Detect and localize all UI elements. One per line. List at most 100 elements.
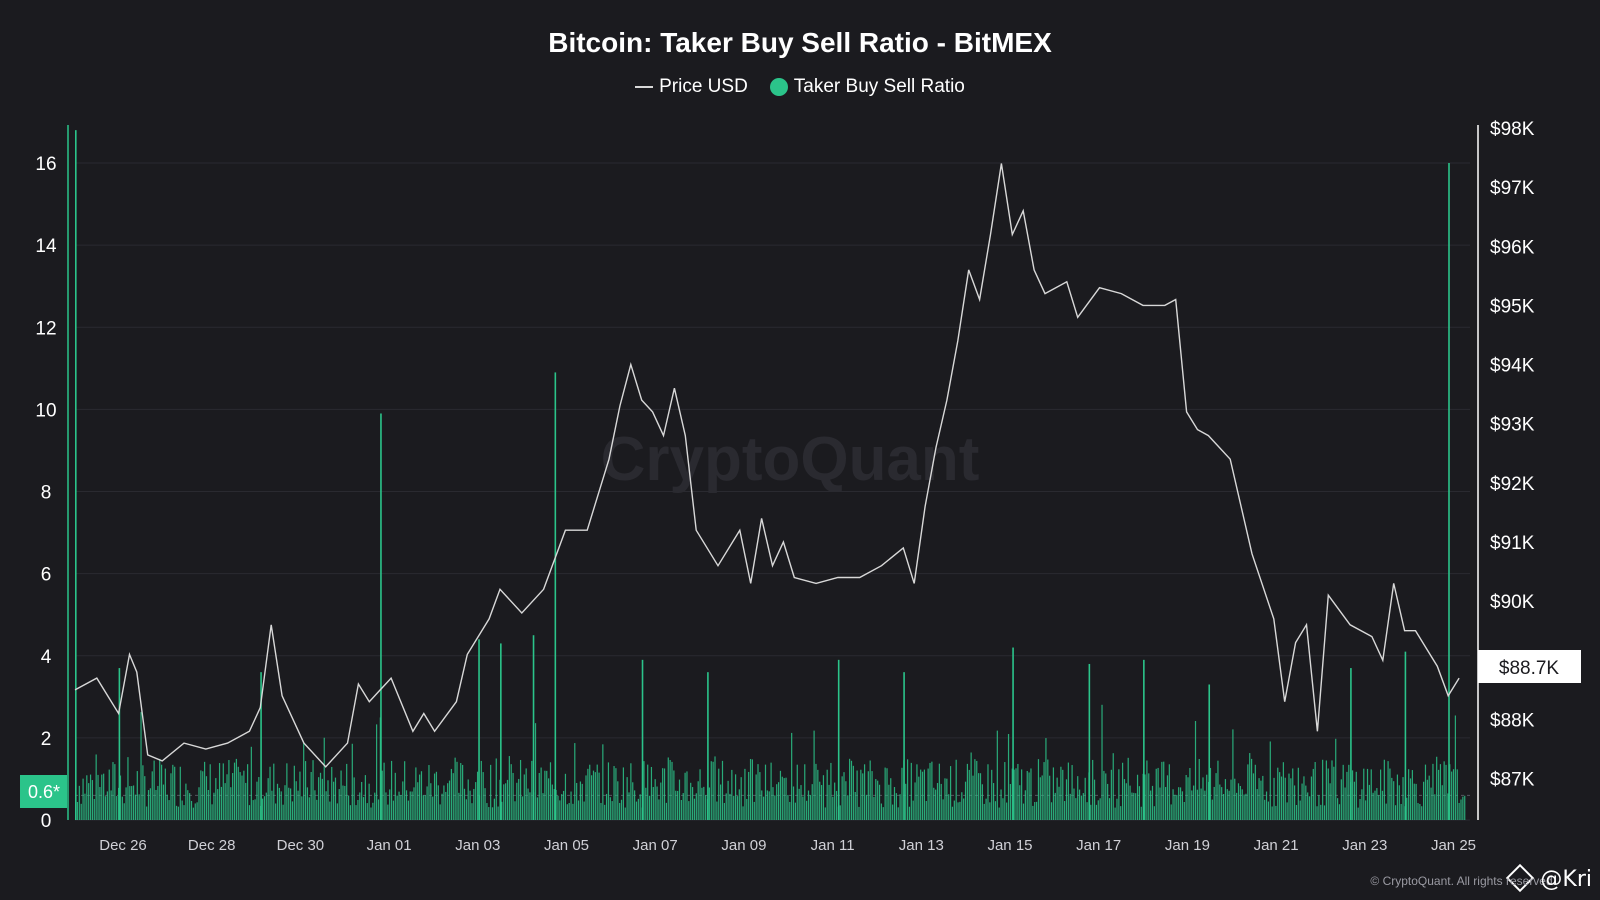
- ratio-bar: [146, 806, 148, 820]
- ratio-bar: [390, 760, 393, 820]
- ratio-bar: [807, 790, 810, 820]
- ratio-bar: [1024, 790, 1026, 820]
- ratio-spike-bar: [1448, 163, 1450, 820]
- ratio-bar: [1035, 801, 1038, 820]
- ratio-bar: [589, 764, 591, 820]
- ratio-bar: [835, 790, 838, 820]
- ratio-bar: [78, 785, 80, 820]
- ratio-bar: [852, 765, 854, 820]
- ratio-bar: [222, 763, 224, 820]
- ratio-bar: [1219, 784, 1221, 820]
- ratio-bar: [467, 779, 469, 820]
- ratio-bar: [981, 784, 983, 820]
- ratio-bar: [654, 779, 656, 820]
- ratio-bar: [301, 796, 303, 820]
- ratio-bar: [710, 761, 712, 820]
- ratio-bar: [761, 790, 763, 820]
- ratio-bar: [652, 787, 654, 820]
- ratio-bar: [505, 783, 507, 820]
- ratio-bar: [897, 807, 899, 820]
- ratio-bar: [877, 780, 879, 820]
- ratio-spike-bar: [1208, 684, 1211, 820]
- ratio-bar: [323, 737, 325, 820]
- legend-item-ratio[interactable]: Taker Buy Sell Ratio: [769, 76, 965, 98]
- ratio-bar: [177, 806, 180, 820]
- copyright-text: © CryptoQuant. All rights reserved.: [1370, 874, 1556, 888]
- legend-label-ratio: Taker Buy Sell Ratio: [793, 76, 965, 97]
- ratio-bar: [955, 759, 957, 820]
- ratio-bar: [1179, 787, 1182, 820]
- ratio-bar: [673, 770, 675, 820]
- ratio-bar: [1050, 802, 1053, 820]
- ratio-bar: [847, 795, 849, 820]
- ratio-bar: [1222, 794, 1225, 820]
- ratio-bar: [1017, 763, 1019, 820]
- ratio-bar: [1151, 785, 1154, 820]
- ratio-bar: [1032, 805, 1034, 820]
- ratio-bar: [622, 767, 624, 820]
- ratio-bar: [1391, 777, 1393, 820]
- ratio-bar: [376, 724, 378, 820]
- ratio-bar: [806, 800, 808, 820]
- ratio-bar: [949, 766, 952, 820]
- ratio-bar: [248, 805, 251, 820]
- ratio-bar: [204, 761, 206, 820]
- ratio-bar: [863, 764, 866, 820]
- ratio-bar: [935, 789, 937, 820]
- ratio-bar: [1262, 775, 1264, 820]
- ratio-bar: [936, 783, 939, 820]
- ratio-bar: [538, 773, 540, 820]
- ratio-bar: [484, 788, 486, 820]
- ratio-bar: [1213, 786, 1215, 820]
- ratio-spike-bar: [118, 668, 121, 820]
- ratio-bar: [1353, 781, 1356, 820]
- ratio-bar: [325, 791, 327, 820]
- ratio-bar: [695, 793, 697, 820]
- legend-item-price[interactable]: Price USD: [635, 76, 748, 98]
- ratio-bar: [331, 766, 333, 820]
- ratio-bar: [1004, 762, 1006, 820]
- ratio-bar: [1176, 794, 1178, 820]
- ratio-bar: [435, 771, 438, 820]
- ratio-bar: [518, 778, 520, 820]
- ratio-bar: [1075, 798, 1077, 820]
- ratio-bar: [508, 756, 510, 820]
- ratio-bar: [290, 788, 292, 820]
- ratio-bar: [136, 771, 138, 820]
- ratio-bar: [755, 774, 757, 820]
- ratio-bar: [839, 805, 841, 820]
- ratio-bar: [129, 786, 131, 820]
- x-tick-label: Jan 25: [1431, 837, 1476, 854]
- ratio-bar: [619, 802, 621, 820]
- ratio-bar: [499, 779, 501, 820]
- ratio-bar: [359, 792, 361, 820]
- ratio-bar: [1348, 764, 1350, 820]
- ratio-bar: [344, 785, 346, 820]
- ratio-bar: [1163, 761, 1165, 820]
- ratio-bar: [665, 802, 668, 820]
- ratio-bar: [1138, 786, 1141, 820]
- ratio-bar: [736, 796, 739, 820]
- ratio-bar: [1095, 804, 1098, 820]
- ratio-bar: [211, 804, 213, 820]
- ratio-bar: [510, 764, 512, 820]
- line-icon: [635, 86, 654, 88]
- ratio-bar: [245, 782, 247, 820]
- y-right-tick-label: $94K: [1490, 356, 1535, 377]
- ratio-bar: [701, 787, 703, 820]
- ratio-bar: [134, 794, 137, 820]
- ratio-bar: [76, 801, 79, 820]
- ratio-bar: [1217, 760, 1219, 820]
- ratio-bar: [1118, 769, 1120, 820]
- ratio-bar: [465, 799, 467, 820]
- ratio-bar: [1052, 767, 1055, 820]
- ratio-bar: [265, 792, 267, 820]
- ratio-bar: [867, 771, 869, 820]
- ratio-bar: [1376, 788, 1378, 820]
- ratio-bar: [624, 807, 626, 820]
- ratio-bar: [1413, 783, 1415, 820]
- ratio-bar: [1045, 738, 1047, 820]
- ratio-bar: [581, 783, 583, 820]
- ratio-bar: [411, 791, 413, 820]
- ratio-bar: [432, 796, 434, 820]
